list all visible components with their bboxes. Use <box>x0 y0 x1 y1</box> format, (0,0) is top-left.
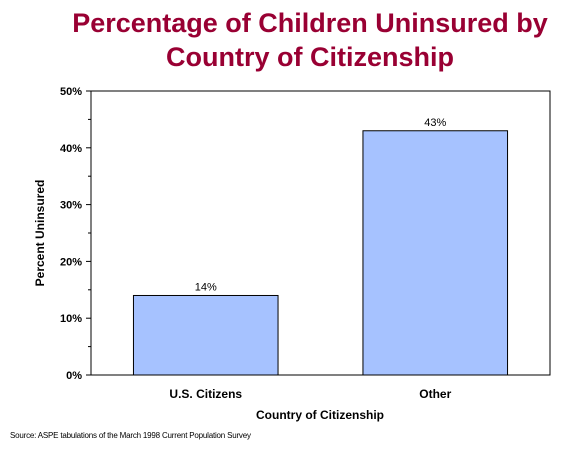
y-tick-label: 20% <box>60 256 82 268</box>
y-axis-title: Percent Uninsured <box>33 180 47 287</box>
y-tick-label: 0% <box>66 370 82 382</box>
y-tick-label: 50% <box>60 86 82 98</box>
bar <box>362 130 509 376</box>
chart-title: Percentage of Children Uninsured by Coun… <box>0 6 570 74</box>
y-tick-label: 40% <box>60 143 82 155</box>
bars: 14% 43% <box>132 117 509 376</box>
bar-data-label: 14% <box>195 281 217 293</box>
bar-data-label: 43% <box>424 117 446 129</box>
y-tick-label: 30% <box>60 200 82 212</box>
chart-title-line-2: Country of Citizenship <box>166 42 454 72</box>
x-category-label: Other <box>419 387 451 401</box>
chart-title-line-1: Percentage of Children Uninsured by <box>72 8 548 38</box>
x-category-label: U.S. Citizens <box>169 387 242 401</box>
y-tick-label: 10% <box>60 313 82 325</box>
source-note: Source: ASPE tabulations of the March 19… <box>10 431 251 440</box>
x-axis-title: Country of Citizenship <box>256 408 384 422</box>
y-axis-ticks: 0% 10% 20% 30% 40% 50% <box>60 86 91 382</box>
x-axis-labels: U.S. Citizens Other <box>169 387 451 401</box>
bar <box>132 294 279 376</box>
